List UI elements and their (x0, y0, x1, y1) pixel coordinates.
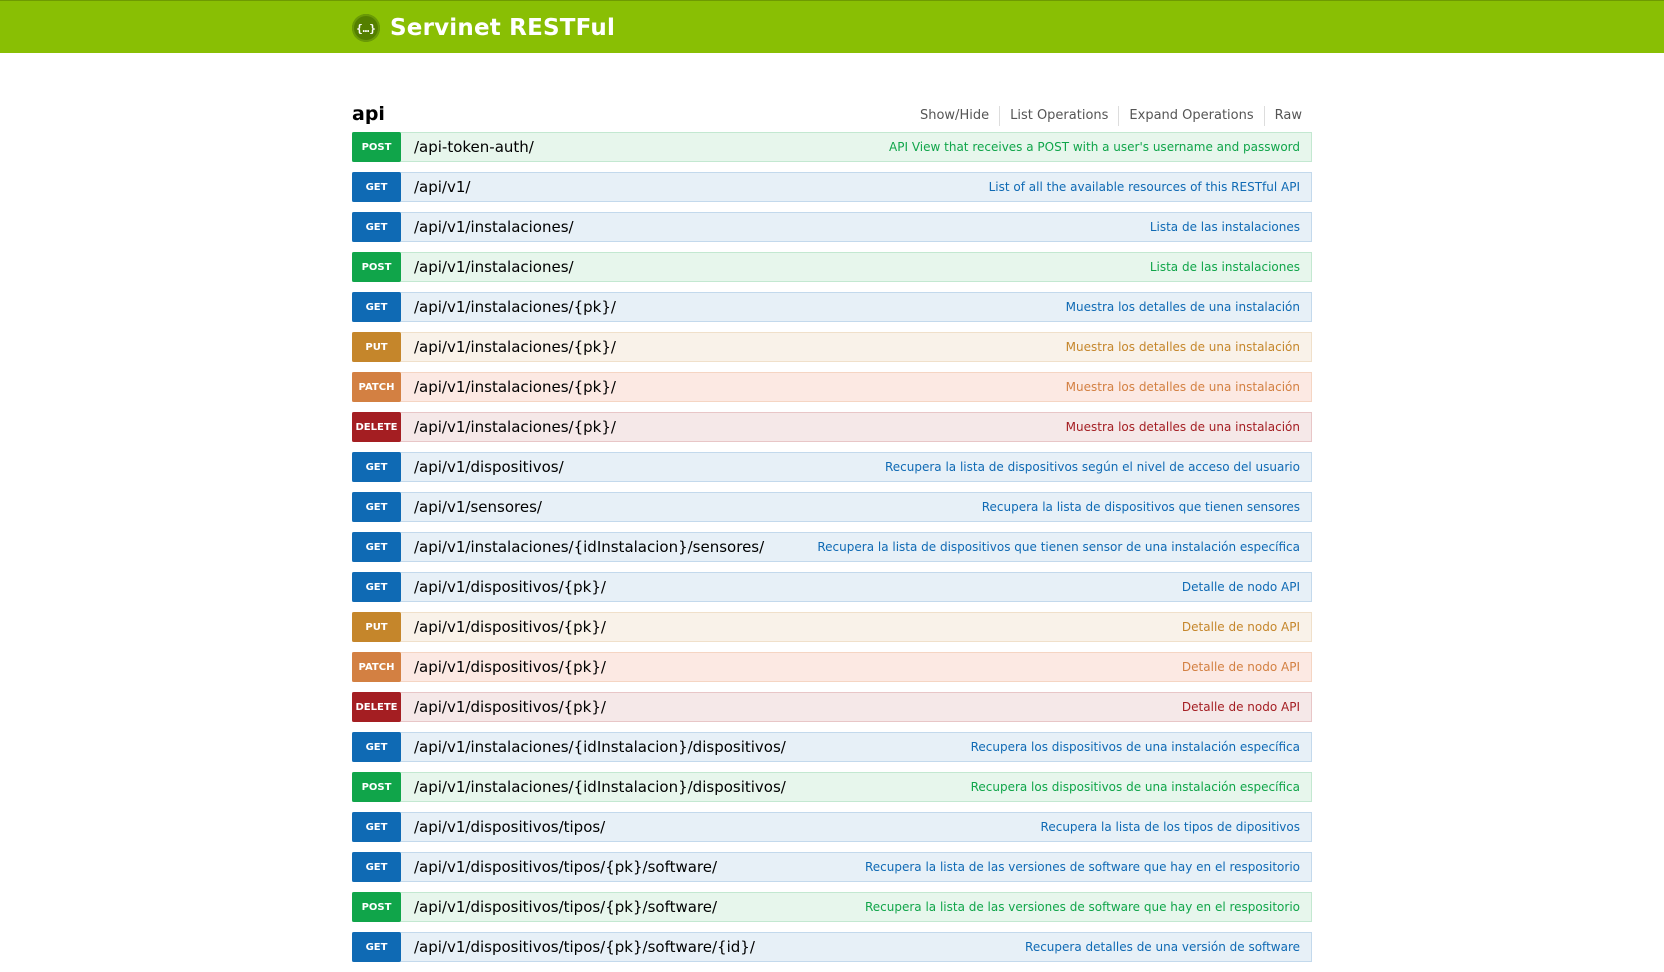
resource-heading: api Show/Hide List Operations Expand Ope… (352, 96, 1312, 126)
method-badge-patch[interactable]: PATCH (352, 652, 401, 682)
method-badge-get[interactable]: GET (352, 212, 401, 242)
operation-row-post[interactable]: POST/api/v1/instalaciones/{idInstalacion… (352, 772, 1312, 802)
operation-path[interactable]: /api/v1/dispositivos/tipos/ (414, 818, 606, 836)
method-badge-get[interactable]: GET (352, 452, 401, 482)
operation-path[interactable]: /api/v1/sensores/ (414, 498, 542, 516)
operation-summary[interactable]: Detalle de nodo API (1181, 700, 1300, 714)
operation-summary[interactable]: List of all the available resources of t… (988, 180, 1300, 194)
method-badge-put[interactable]: PUT (352, 612, 401, 642)
method-badge-get[interactable]: GET (352, 732, 401, 762)
method-badge-get[interactable]: GET (352, 532, 401, 562)
operation-path[interactable]: /api/v1/dispositivos/tipos/{pk}/software… (414, 938, 755, 956)
operation-path[interactable]: /api/v1/instalaciones/{pk}/ (414, 338, 616, 356)
operation-summary[interactable]: Lista de las instalaciones (1149, 220, 1300, 234)
operation-path[interactable]: /api/v1/dispositivos/tipos/{pk}/software… (414, 898, 718, 916)
operation-row-get[interactable]: GET/api/v1/instalaciones/{idInstalacion}… (352, 732, 1312, 762)
operation-path[interactable]: /api/v1/instalaciones/{pk}/ (414, 378, 616, 396)
operation-row-get[interactable]: GET/api/v1/sensores/Recupera la lista de… (352, 492, 1312, 522)
method-badge-get[interactable]: GET (352, 572, 401, 602)
operation-row-get[interactable]: GET/api/v1/instalaciones/{pk}/ Muestra lo… (352, 292, 1312, 322)
operation-row-delete[interactable]: DELETE/api/v1/instalaciones/{pk}/ Muestra… (352, 412, 1312, 442)
operation-path[interactable]: /api-token-auth/ (414, 138, 534, 156)
operation-row-patch[interactable]: PATCH/api/v1/instalaciones/{pk}/ Muestra … (352, 372, 1312, 402)
operation-summary[interactable]: Recupera la lista de las versiones de so… (864, 900, 1300, 914)
method-badge-post[interactable]: POST (352, 132, 401, 162)
operation-summary[interactable]: Recupera detalles de una versión de soft… (1025, 940, 1300, 954)
show-hide-link[interactable]: Show/Hide (910, 106, 1001, 126)
method-badge-post[interactable]: POST (352, 252, 401, 282)
operation-path[interactable]: /api/v1/dispositivos/ (414, 458, 564, 476)
operation-summary[interactable]: Recupera la lista de los tipos de diposi… (1040, 820, 1300, 834)
method-badge-get[interactable]: GET (352, 932, 401, 962)
operation-path[interactable]: /api/v1/dispositivos/{pk}/ (414, 698, 606, 716)
operation-path[interactable]: /api/v1/instalaciones/ (414, 258, 574, 276)
operation-path[interactable]: /api/v1/dispositivos/{pk}/ (414, 658, 606, 676)
operation-row-patch[interactable]: PATCH/api/v1/dispositivos/{pk}/ Detalle d… (352, 652, 1312, 682)
resource-container: api Show/Hide List Operations Expand Ope… (352, 96, 1312, 972)
operation-row-delete[interactable]: DELETE/api/v1/dispositivos/{pk}/ Detalle … (352, 692, 1312, 722)
method-badge-post[interactable]: POST (352, 772, 401, 802)
operation-path[interactable]: /api/v1/instalaciones/{pk}/ (414, 298, 616, 316)
operation-path[interactable]: /api/v1/dispositivos/tipos/{pk}/software… (414, 858, 718, 876)
method-badge-patch[interactable]: PATCH (352, 372, 401, 402)
operation-path[interactable]: /api/v1/instalaciones/{pk}/ (414, 418, 616, 436)
operation-path[interactable]: /api/v1/instalaciones/{idInstalacion}/di… (414, 738, 786, 756)
operation-row-get[interactable]: GET/api/v1/dispositivos/tipos/{pk}/softw… (352, 852, 1312, 882)
operation-summary[interactable]: Recupera la lista de dispositivos que ti… (981, 500, 1300, 514)
logo[interactable]: {…} Servinet RESTFul (352, 13, 615, 43)
operation-row-get[interactable]: GET/api/v1/List of all the available res… (352, 172, 1312, 202)
operation-summary[interactable]: Muestra los detalles de una instalación (1065, 340, 1300, 354)
header-bar: {…} Servinet RESTFul (0, 0, 1664, 53)
operation-row-get[interactable]: GET/api/v1/dispositivos/tipos/{pk}/softw… (352, 932, 1312, 962)
braces-icon: {…} (352, 14, 380, 42)
operation-row-post[interactable]: POST/api-token-auth/API View that receiv… (352, 132, 1312, 162)
operation-row-post[interactable]: POST/api/v1/dispositivos/tipos/{pk}/soft… (352, 892, 1312, 922)
operation-summary[interactable]: Detalle de nodo API (1181, 580, 1300, 594)
operation-summary[interactable]: Muestra los detalles de una instalación (1065, 300, 1300, 314)
method-badge-get[interactable]: GET (352, 292, 401, 322)
list-operations-link[interactable]: List Operations (1000, 106, 1120, 126)
method-badge-get[interactable]: GET (352, 172, 401, 202)
operation-summary[interactable]: Lista de las instalaciones (1149, 260, 1300, 274)
operation-path[interactable]: /api/v1/instalaciones/ (414, 218, 574, 236)
resource-links: Show/Hide List Operations Expand Operati… (910, 106, 1312, 126)
method-badge-get[interactable]: GET (352, 812, 401, 842)
operation-row-post[interactable]: POST/api/v1/instalaciones/Lista de las i… (352, 252, 1312, 282)
operation-row-put[interactable]: PUT/api/v1/dispositivos/{pk}/ Detalle de … (352, 612, 1312, 642)
operation-summary[interactable]: Recupera los dispositivos de una instala… (970, 780, 1300, 794)
method-badge-get[interactable]: GET (352, 492, 401, 522)
expand-operations-link[interactable]: Expand Operations (1119, 106, 1265, 126)
operation-summary[interactable]: API View that receives a POST with a use… (889, 140, 1300, 154)
operation-summary[interactable]: Muestra los detalles de una instalación (1065, 420, 1300, 434)
app-title: Servinet RESTFul (390, 15, 616, 41)
method-badge-get[interactable]: GET (352, 852, 401, 882)
method-badge-delete[interactable]: DELETE (352, 692, 401, 722)
operation-summary[interactable]: Recupera la lista de dispositivos según … (884, 460, 1300, 474)
raw-link[interactable]: Raw (1274, 108, 1302, 123)
operation-summary[interactable]: Detalle de nodo API (1181, 620, 1300, 634)
operation-row-put[interactable]: PUT/api/v1/instalaciones/{pk}/ Muestra lo… (352, 332, 1312, 362)
operation-summary[interactable]: Recupera los dispositivos de una instala… (970, 740, 1300, 754)
operation-summary[interactable]: Recupera la lista de dispositivos que ti… (817, 540, 1300, 554)
operation-path[interactable]: /api/v1/instalaciones/{idInstalacion}/se… (414, 538, 765, 556)
operation-summary[interactable]: Detalle de nodo API (1181, 660, 1300, 674)
operation-path[interactable]: /api/v1/instalaciones/{idInstalacion}/di… (414, 778, 786, 796)
operation-path[interactable]: /api/v1/ (414, 178, 471, 196)
operation-row-get[interactable]: GET/api/v1/instalaciones/Lista de las in… (352, 212, 1312, 242)
operations-list: POST/api-token-auth/API View that receiv… (352, 132, 1312, 962)
operation-summary[interactable]: Muestra los detalles de una instalación (1065, 380, 1300, 394)
method-badge-delete[interactable]: DELETE (352, 412, 401, 442)
operation-path[interactable]: /api/v1/dispositivos/{pk}/ (414, 578, 606, 596)
method-badge-put[interactable]: PUT (352, 332, 401, 362)
operation-row-get[interactable]: GET/api/v1/dispositivos/Recupera la list… (352, 452, 1312, 482)
operation-summary[interactable]: Recupera la lista de las versiones de so… (864, 860, 1300, 874)
resource-name[interactable]: api (352, 103, 385, 125)
operation-row-get[interactable]: GET/api/v1/dispositivos/{pk}/ Detalle de … (352, 572, 1312, 602)
operation-path[interactable]: /api/v1/dispositivos/{pk}/ (414, 618, 606, 636)
operation-row-get[interactable]: GET/api/v1/instalaciones/{idInstalacion}… (352, 532, 1312, 562)
method-badge-post[interactable]: POST (352, 892, 401, 922)
operation-row-get[interactable]: GET/api/v1/dispositivos/tipos/Recupera l… (352, 812, 1312, 842)
